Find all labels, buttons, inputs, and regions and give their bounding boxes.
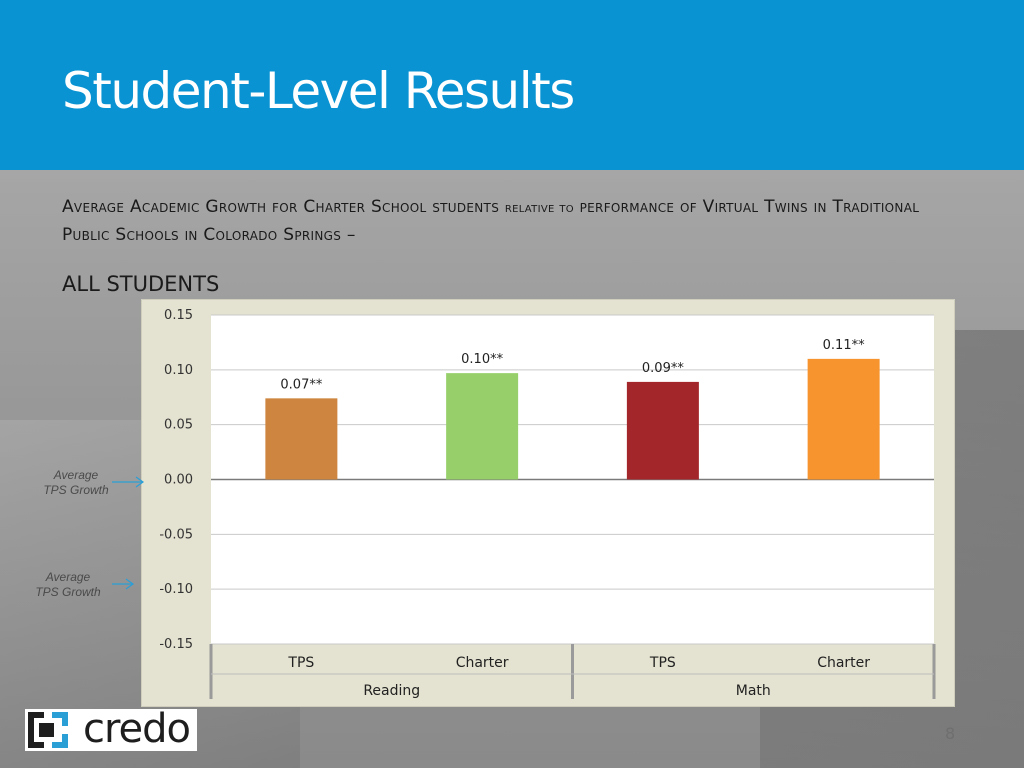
page-title: Student-Level Results [62, 62, 575, 120]
bar [265, 398, 338, 480]
data-label: 0.10** [461, 352, 503, 367]
credo-logo: credo [25, 706, 197, 752]
subtitle-part1: Average Academic Growth for Charter Scho… [62, 197, 500, 217]
annotation-average-tps-growth-2: Average TPS Growth [23, 570, 113, 600]
slide-subtitle: Average Academic Growth for Charter Scho… [62, 194, 922, 249]
bar-chart: 0.15 0.10 0.05 0.00 -0.05 -0.10 -0.15 0.07** TPS… [159, 308, 936, 699]
group-label: Math [736, 683, 771, 699]
annotation-line2: TPS Growth [35, 585, 101, 599]
annotation-line2: TPS Growth [43, 483, 109, 497]
data-label: 0.09** [642, 361, 684, 376]
bar [626, 381, 699, 480]
credo-logo-icon [28, 712, 68, 748]
data-label: 0.11** [823, 338, 865, 353]
page-number: 8 [945, 724, 956, 743]
group-label: Reading [363, 683, 420, 699]
category-label: TPS [287, 655, 314, 671]
category-label: Charter [456, 655, 509, 671]
y-tick-label: 0.10 [164, 363, 193, 378]
subtitle-part2: relative to [504, 200, 574, 216]
annotation-arrow-icon-2 [112, 578, 135, 590]
y-tick-label: -0.05 [159, 527, 193, 542]
subtitle-part3: performance of Virtual Twins in Traditio… [62, 197, 920, 245]
y-tick-label: -0.10 [159, 582, 193, 597]
title-banner: Student-Level Results [0, 0, 1024, 170]
y-tick-label: 0.05 [164, 418, 193, 433]
annotation-line1: Average [53, 468, 99, 482]
category-label: Charter [817, 655, 870, 671]
category-label: TPS [649, 655, 676, 671]
y-tick-label: 0.15 [164, 308, 193, 323]
y-tick-label: -0.15 [159, 637, 193, 652]
annotation-arrow-icon-1 [112, 476, 145, 488]
data-label: 0.07** [280, 377, 322, 392]
bar [446, 373, 519, 480]
annotation-line1: Average [45, 570, 91, 584]
y-tick-label: 0.00 [164, 473, 193, 488]
credo-logo-text: credo [83, 706, 191, 752]
bar [807, 358, 880, 480]
annotation-average-tps-growth-1: Average TPS Growth [31, 468, 121, 498]
subtitle-all-students: ALL STUDENTS [62, 272, 220, 296]
